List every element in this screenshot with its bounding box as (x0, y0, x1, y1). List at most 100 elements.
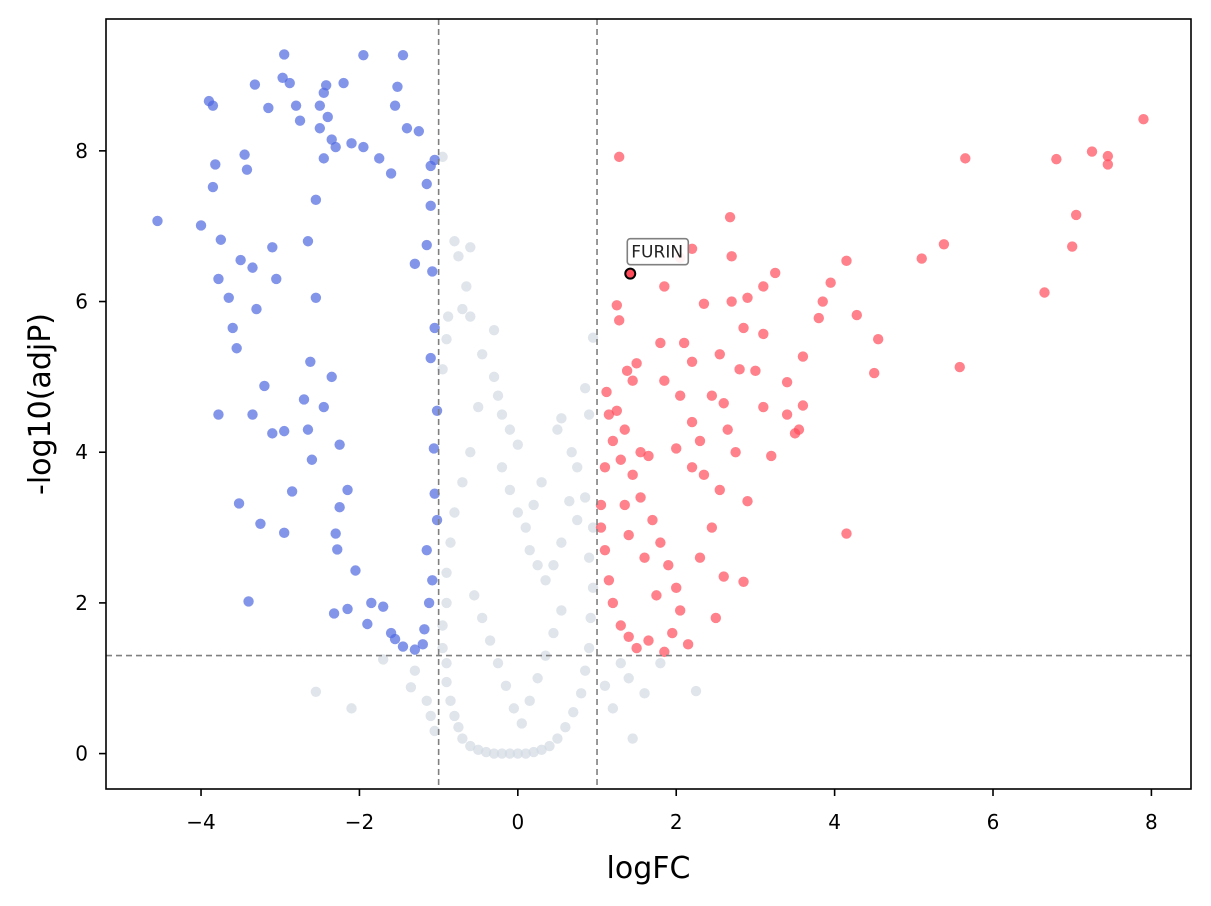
data-point-up-regulated (738, 576, 749, 588)
data-point-up-regulated (1102, 150, 1114, 162)
data-point-up-regulated (643, 450, 654, 462)
data-point-up-regulated (671, 443, 682, 454)
data-point-up-regulated (797, 351, 809, 362)
data-point-up-regulated (595, 522, 607, 533)
data-point-down-regulated (421, 239, 432, 251)
data-point-up-regulated (651, 590, 662, 601)
series-up-regulated (595, 114, 1149, 658)
data-point-not-significant (504, 484, 516, 496)
data-point-down-regulated (358, 49, 369, 61)
data-point-up-regulated (1051, 153, 1062, 165)
data-point-not-significant (492, 657, 504, 669)
data-point-down-regulated (328, 608, 340, 619)
data-point-not-significant (441, 676, 452, 688)
data-point-down-regulated (425, 160, 436, 172)
data-point-not-significant (690, 685, 702, 697)
data-point-up-regulated (793, 424, 805, 435)
data-point-not-significant (465, 311, 476, 322)
data-point-not-significant (469, 590, 480, 601)
data-point-down-regulated (318, 87, 329, 99)
data-point-up-regulated (781, 409, 793, 420)
data-point-up-regulated (659, 646, 670, 658)
data-point-down-regulated (255, 518, 266, 529)
data-point-down-regulated (427, 575, 438, 586)
data-point-not-significant (587, 332, 599, 343)
data-point-down-regulated (278, 425, 290, 437)
data-point-not-significant (465, 242, 476, 253)
data-point-up-regulated (734, 364, 745, 375)
x-axis-title: logFC (607, 851, 691, 886)
data-point-down-regulated (389, 100, 401, 111)
data-point-down-regulated (429, 488, 440, 499)
data-point-down-regulated (284, 77, 295, 89)
data-point-not-significant (564, 495, 575, 507)
data-point-down-regulated (247, 262, 258, 273)
data-point-down-regulated (249, 79, 261, 90)
x-tick-label: 4 (828, 810, 841, 834)
data-point-up-regulated (742, 292, 753, 303)
data-point-up-regulated (758, 328, 769, 340)
data-point-down-regulated (302, 236, 314, 247)
data-point-up-regulated (817, 296, 828, 307)
data-point-not-significant (512, 439, 524, 450)
data-point-down-regulated (318, 153, 329, 164)
data-point-not-significant (449, 710, 460, 722)
data-point-up-regulated (938, 239, 950, 250)
data-point-up-regulated (726, 296, 737, 307)
data-point-down-regulated (223, 292, 234, 303)
data-point-not-significant (441, 657, 452, 669)
data-point-down-regulated (310, 194, 322, 206)
data-point-up-regulated (619, 424, 630, 435)
data-point-up-regulated (758, 401, 769, 413)
data-point-down-regulated (342, 603, 353, 615)
data-point-not-significant (512, 748, 524, 759)
data-point-down-regulated (419, 624, 430, 635)
data-point-up-regulated (1067, 241, 1078, 252)
data-point-down-regulated (231, 343, 242, 354)
data-point-up-regulated (724, 211, 736, 223)
data-point-up-regulated (627, 375, 638, 386)
data-point-not-significant (461, 281, 472, 292)
data-point-down-regulated (401, 123, 413, 134)
data-point-down-regulated (286, 486, 298, 497)
data-point-not-significant (568, 706, 579, 718)
data-point-up-regulated (1102, 159, 1114, 170)
data-point-down-regulated (207, 181, 219, 193)
data-point-down-regulated (326, 134, 337, 145)
data-point-up-regulated (603, 575, 615, 586)
data-point-not-significant (528, 499, 539, 511)
data-point-up-regulated (643, 635, 654, 646)
data-point-up-regulated (615, 454, 626, 465)
points-layer (152, 49, 1149, 759)
data-point-up-regulated (686, 243, 698, 254)
data-point-up-regulated (613, 151, 625, 163)
data-point-up-regulated (722, 424, 733, 435)
data-point-up-regulated (631, 358, 642, 369)
data-point-up-regulated (770, 267, 781, 279)
data-point-down-regulated (314, 123, 326, 134)
data-point-up-regulated (678, 337, 690, 349)
data-point-up-regulated (607, 435, 619, 447)
data-point-up-regulated (726, 251, 737, 262)
data-point-not-significant (465, 447, 476, 458)
y-tick-label: 2 (75, 591, 88, 615)
data-point-down-regulated (213, 409, 224, 420)
data-point-up-regulated (623, 631, 634, 643)
data-point-up-regulated (613, 315, 625, 326)
data-point-down-regulated (251, 303, 262, 315)
data-point-not-significant (623, 673, 634, 684)
data-point-down-regulated (263, 102, 274, 114)
data-point-down-regulated (306, 454, 318, 465)
data-point-down-regulated (227, 322, 238, 334)
data-point-up-regulated (647, 514, 658, 526)
data-point-up-regulated (738, 322, 749, 334)
data-point-down-regulated (310, 292, 322, 303)
data-point-not-significant (599, 680, 611, 691)
data-point-not-significant (492, 390, 504, 401)
data-point-not-significant (520, 522, 531, 533)
data-point-not-significant (560, 722, 571, 733)
data-point-up-regulated (611, 405, 623, 416)
data-point-down-regulated (332, 544, 343, 555)
data-point-down-regulated (314, 100, 326, 111)
